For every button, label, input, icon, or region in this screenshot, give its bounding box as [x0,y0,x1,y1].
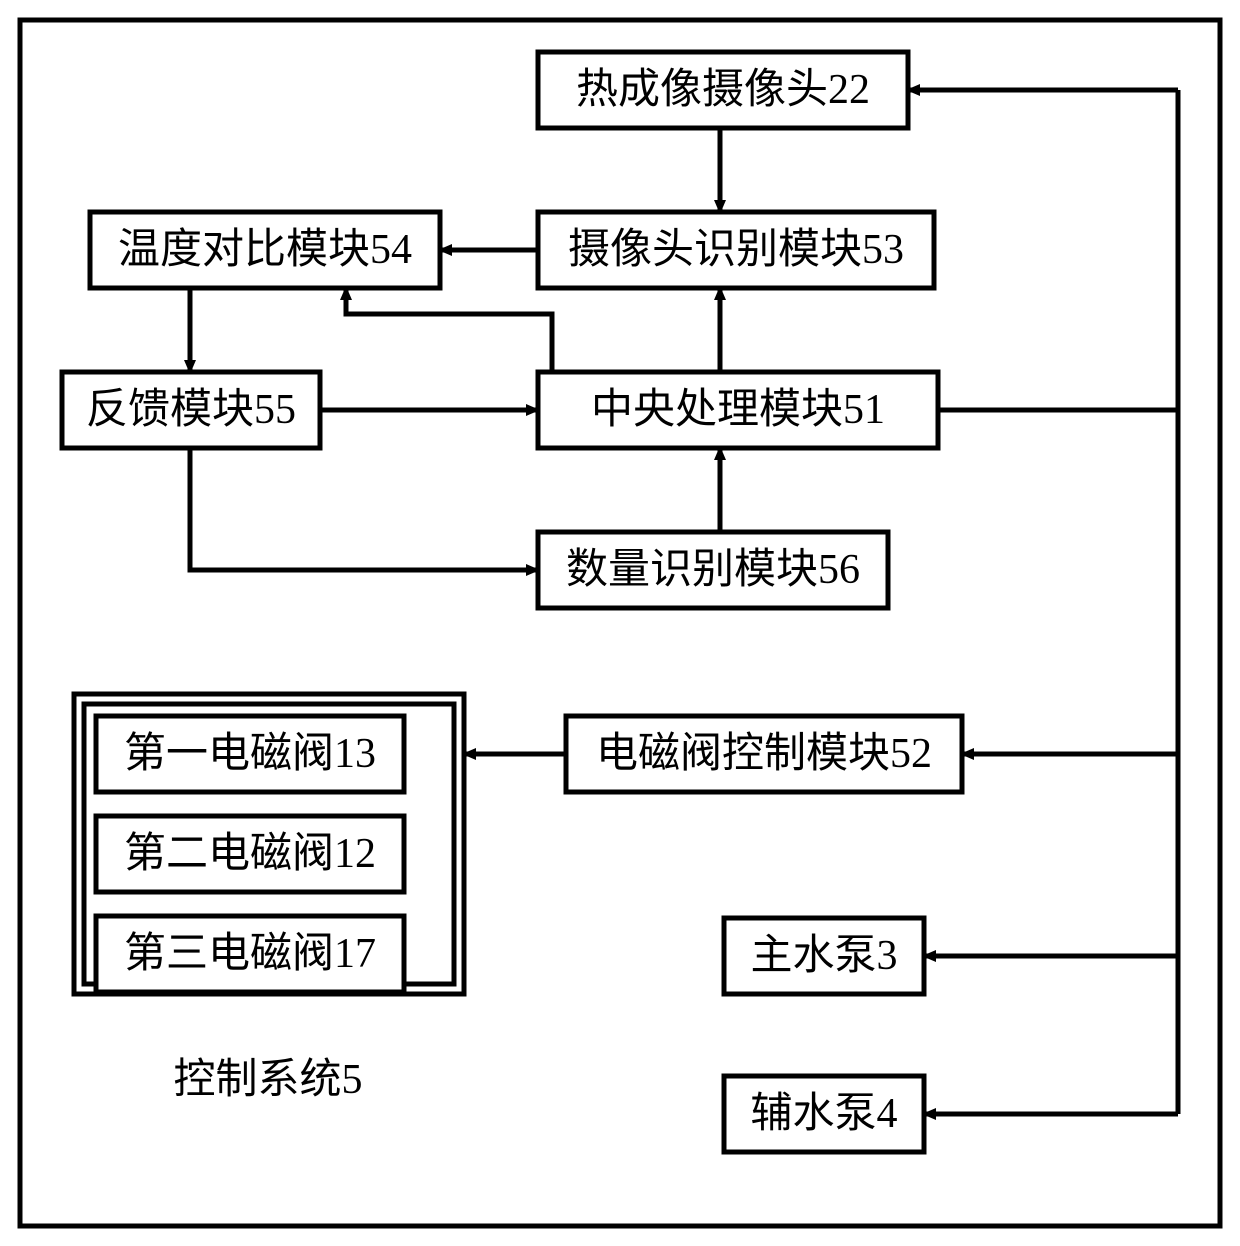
free-labels-layer: 控制系统5 [173,1057,362,1103]
node-label-auxpump4: 辅水泵4 [750,1091,897,1137]
node-camera22: 热成像摄像头22 [538,52,908,128]
node-auxpump4: 辅水泵4 [724,1076,924,1152]
node-camrec53: 摄像头识别模块53 [538,212,934,288]
node-mainpump3: 主水泵3 [724,918,924,994]
node-label-camera22: 热成像摄像头22 [576,67,870,113]
node-label-valve17: 第三电磁阀17 [124,931,376,977]
node-valve17: 第三电磁阀17 [96,916,404,992]
edge-e_cpu_to_temp [346,288,552,372]
node-label-camrec53: 摄像头识别模块53 [568,227,904,273]
node-label-qtyrec56: 数量识别模块56 [566,547,860,593]
node-label-valve13: 第一电磁阀13 [124,731,376,777]
node-valve12: 第二电磁阀12 [96,816,404,892]
node-label-mainpump3: 主水泵3 [750,933,897,979]
node-label-feedback55: 反馈模块55 [86,387,296,433]
node-cpu51: 中央处理模块51 [538,372,938,448]
free-label-syslabel: 控制系统5 [173,1057,362,1103]
node-tempcmp54: 温度对比模块54 [90,212,440,288]
outer-border [20,20,1220,1226]
nodes-layer: 热成像摄像头22 温度对比模块54 摄像头识别模块53 反馈模块55 中央处理模块51 数… [62,52,962,1152]
node-valvectrl52: 电磁阀控制模块52 [566,716,962,792]
node-label-tempcmp54: 温度对比模块54 [118,227,412,273]
node-valve13: 第一电磁阀13 [96,716,404,792]
node-label-valvectrl52: 电磁阀控制模块52 [596,731,932,777]
diagram-canvas: 热成像摄像头22 温度对比模块54 摄像头识别模块53 反馈模块55 中央处理模块51 数… [0,0,1240,1246]
node-feedback55: 反馈模块55 [62,372,320,448]
node-qtyrec56: 数量识别模块56 [538,532,888,608]
edge-e_fb_to_qty [190,448,538,570]
node-label-valve12: 第二电磁阀12 [124,831,376,877]
node-label-cpu51: 中央处理模块51 [591,387,885,433]
